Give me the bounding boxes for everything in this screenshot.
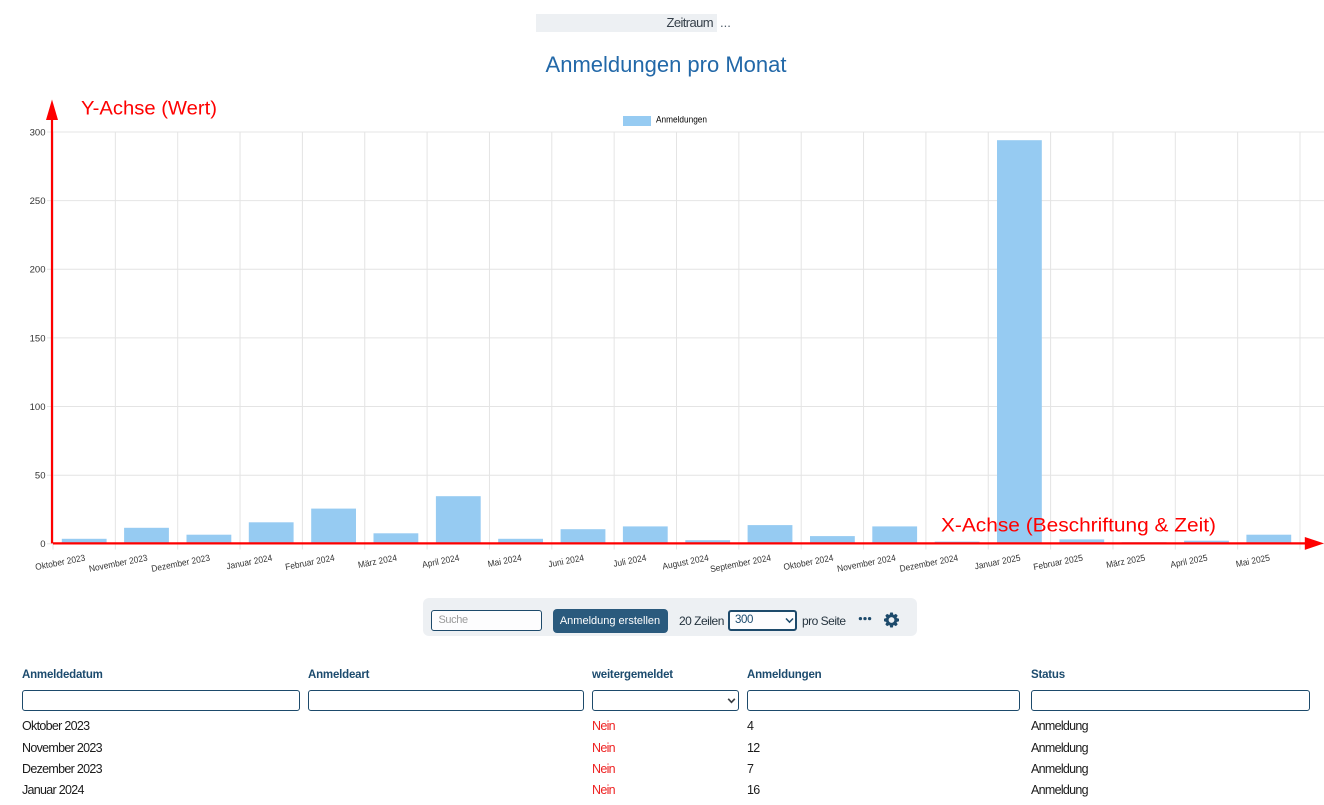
svg-text:Mai 2025: Mai 2025 bbox=[1235, 553, 1271, 569]
svg-text:Januar 2025: Januar 2025 bbox=[974, 553, 1022, 572]
svg-text:250: 250 bbox=[30, 196, 46, 207]
svg-text:0: 0 bbox=[40, 539, 45, 550]
svg-text:Februar 2024: Februar 2024 bbox=[284, 553, 335, 572]
svg-text:X-Achse (Beschriftung & Zeit): X-Achse (Beschriftung & Zeit) bbox=[941, 515, 1216, 537]
svg-text:November 2024: November 2024 bbox=[836, 553, 896, 574]
svg-text:April 2024: April 2024 bbox=[421, 553, 460, 570]
svg-text:300: 300 bbox=[30, 127, 46, 138]
svg-text:Juli 2024: Juli 2024 bbox=[612, 553, 647, 569]
svg-text:November 2023: November 2023 bbox=[88, 553, 148, 574]
svg-text:100: 100 bbox=[30, 402, 46, 413]
svg-text:200: 200 bbox=[30, 265, 46, 276]
svg-text:Oktober 2024: Oktober 2024 bbox=[783, 553, 835, 572]
svg-text:Y-Achse (Wert): Y-Achse (Wert) bbox=[81, 97, 217, 119]
svg-text:April 2025: April 2025 bbox=[1169, 553, 1208, 570]
svg-text:Dezember 2024: Dezember 2024 bbox=[899, 553, 959, 574]
svg-text:September 2024: September 2024 bbox=[709, 553, 772, 575]
svg-text:Dezember 2023: Dezember 2023 bbox=[150, 553, 210, 574]
svg-text:50: 50 bbox=[35, 471, 46, 482]
svg-text:Januar 2024: Januar 2024 bbox=[226, 553, 274, 572]
svg-text:Juni 2024: Juni 2024 bbox=[547, 553, 585, 570]
svg-text:März 2025: März 2025 bbox=[1105, 553, 1146, 570]
svg-text:Mai 2024: Mai 2024 bbox=[487, 553, 523, 569]
svg-text:Oktober 2023: Oktober 2023 bbox=[34, 553, 86, 572]
svg-text:Anmeldungen: Anmeldungen bbox=[656, 115, 707, 126]
svg-text:August 2024: August 2024 bbox=[662, 553, 710, 572]
svg-text:150: 150 bbox=[30, 333, 46, 344]
svg-text:Februar 2025: Februar 2025 bbox=[1032, 553, 1083, 572]
svg-text:März 2024: März 2024 bbox=[357, 553, 398, 570]
